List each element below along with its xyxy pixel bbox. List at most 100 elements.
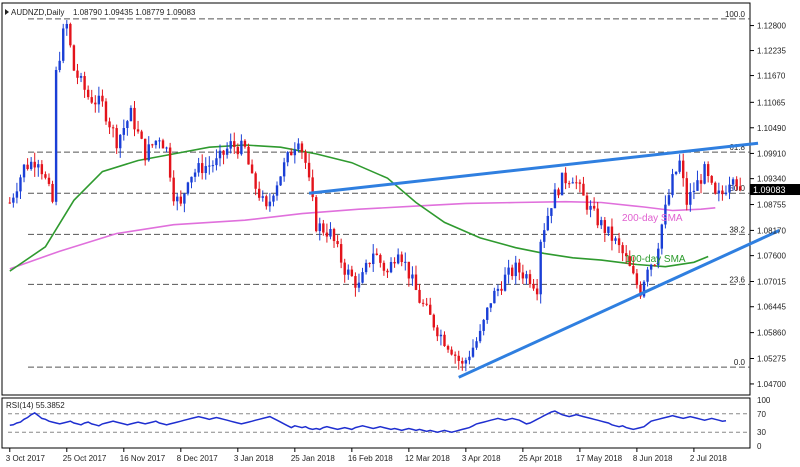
candle [510, 264, 514, 280]
candle [240, 134, 243, 156]
candle [172, 170, 175, 206]
candle [489, 303, 493, 313]
candle-body [115, 128, 118, 149]
candle-body [372, 253, 375, 265]
candle-body [518, 262, 521, 273]
time-tick-label: 3 Oct 2017 [6, 454, 46, 463]
candle [222, 149, 225, 165]
candle [343, 258, 346, 283]
candle [265, 194, 268, 210]
candle [471, 339, 475, 358]
time-tick-label: 8 Dec 2017 [177, 454, 218, 463]
candle-body [133, 107, 136, 130]
candle-body [429, 304, 432, 315]
fib-level-label: 0.0 [734, 358, 746, 367]
candle-body [706, 164, 710, 176]
candle-body [657, 248, 660, 266]
candle [400, 251, 403, 267]
candle-body [40, 164, 44, 175]
candle-body [225, 148, 229, 155]
candle-body [617, 238, 621, 246]
candle-body [104, 101, 108, 122]
candle [12, 193, 15, 208]
candle [111, 124, 115, 138]
sma200-label: 200-day SMA [622, 213, 683, 224]
time-axis: 3 Oct 2017 25 Oct 2017 16 Nov 2017 8 Dec 20… [6, 448, 727, 463]
candle [429, 297, 432, 315]
candle [104, 98, 108, 125]
candle [147, 136, 150, 162]
price-tick-label: 1.09340 [757, 175, 786, 184]
candle [739, 177, 742, 192]
candle-body [646, 269, 649, 282]
candle [525, 270, 528, 285]
candle-body [685, 178, 688, 205]
candle [482, 318, 485, 336]
candle-body [222, 150, 225, 155]
candle-body [482, 319, 485, 331]
candle-body [69, 23, 72, 46]
candle [635, 269, 639, 289]
candle [183, 192, 186, 213]
candle [8, 197, 11, 204]
candle-body [443, 334, 446, 347]
candle-body [635, 273, 639, 285]
candle-body [111, 127, 115, 129]
rsi-label: RSI(14) 55.3852 [6, 401, 65, 410]
candle [653, 264, 656, 267]
candle [154, 140, 158, 149]
candle-body [336, 241, 339, 245]
candle-body [140, 131, 143, 139]
candle-body [578, 182, 582, 184]
candle-body [311, 177, 314, 198]
candle [714, 181, 717, 195]
candle [336, 235, 339, 248]
candle [610, 218, 614, 251]
candle [642, 280, 646, 298]
candle-body [653, 264, 656, 266]
candle [461, 357, 464, 371]
candle-body [557, 189, 560, 196]
candle-body [94, 102, 97, 105]
candle [546, 207, 550, 232]
candle [247, 143, 250, 165]
candle [293, 142, 297, 164]
rsi-panel-frame [1, 397, 751, 449]
candle-body [610, 226, 614, 241]
candle-body [714, 182, 717, 194]
candle [108, 117, 111, 134]
candle-body [279, 176, 282, 186]
header-symbol: AUDNZD,Daily [11, 8, 64, 17]
candle [101, 89, 104, 107]
candle-body [728, 184, 731, 193]
fib-level-label: 23.6 [729, 275, 745, 284]
candle-body [678, 160, 681, 172]
candle-body [389, 261, 393, 273]
candle [539, 239, 542, 304]
candle-body [329, 229, 332, 237]
candle [311, 169, 314, 202]
price-tick-label: 1.11065 [757, 98, 786, 107]
candle [193, 168, 197, 183]
candle [83, 71, 86, 98]
candle [560, 172, 564, 196]
candle [396, 248, 400, 265]
candle [453, 351, 457, 364]
candle-body [268, 201, 272, 207]
candle [72, 44, 76, 72]
candle-body [161, 140, 165, 149]
candle-body [546, 215, 550, 231]
candle [357, 273, 361, 293]
candle [571, 177, 574, 184]
candle-body [33, 161, 36, 168]
candle [22, 163, 26, 183]
candle-body [464, 360, 468, 364]
candle [589, 200, 592, 218]
price-tick-label: 1.12800 [757, 22, 786, 31]
candle [443, 331, 446, 347]
candle [446, 344, 450, 353]
candle [678, 154, 681, 174]
candle-body [439, 334, 443, 337]
candle-body [496, 288, 500, 291]
candle-body [582, 183, 585, 196]
